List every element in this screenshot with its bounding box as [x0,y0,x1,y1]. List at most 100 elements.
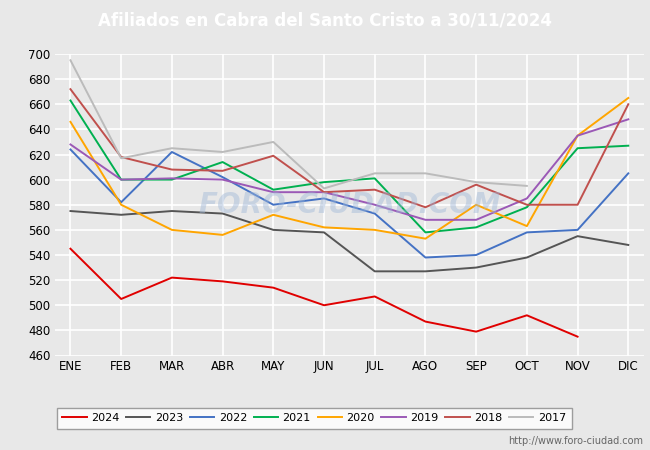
2021 [625,143,632,148]
2022 [66,147,74,152]
2018 [371,187,379,192]
2020 [218,232,226,238]
2021 [574,145,582,151]
2019 [66,142,74,147]
2021 [320,180,328,185]
2024 [523,313,531,318]
2022 [523,230,531,235]
2023 [371,269,379,274]
2020 [117,202,125,207]
2023 [625,242,632,248]
2021 [269,187,277,192]
2018 [117,154,125,160]
Legend: 2024, 2023, 2022, 2021, 2020, 2019, 2018, 2017: 2024, 2023, 2022, 2021, 2020, 2019, 2018… [57,408,571,429]
2023 [117,212,125,217]
Line: 2019: 2019 [70,119,629,220]
2020 [168,227,176,233]
2020 [320,225,328,230]
Line: 2024: 2024 [70,249,578,337]
2019 [168,176,176,181]
Line: 2020: 2020 [70,98,629,239]
2018 [66,86,74,92]
2019 [523,196,531,201]
2018 [473,182,480,187]
2024 [574,334,582,339]
2019 [218,177,226,182]
2017 [320,186,328,191]
2019 [269,189,277,195]
2022 [473,252,480,258]
Line: 2017: 2017 [70,60,527,189]
2023 [422,269,430,274]
2022 [625,171,632,176]
2019 [117,177,125,182]
2017 [117,156,125,161]
2021 [422,230,430,235]
2023 [218,211,226,216]
2019 [574,133,582,138]
2022 [168,149,176,155]
2018 [422,205,430,210]
2024 [117,296,125,302]
2020 [473,202,480,207]
2018 [269,153,277,158]
2018 [625,102,632,107]
2020 [371,227,379,233]
2019 [625,117,632,122]
2021 [66,98,74,103]
Line: 2021: 2021 [70,100,629,232]
2017 [473,180,480,185]
2021 [473,225,480,230]
2019 [320,189,328,195]
Text: http://www.foro-ciudad.com: http://www.foro-ciudad.com [508,436,644,446]
2017 [269,139,277,144]
2024 [473,329,480,334]
2022 [422,255,430,260]
2022 [218,175,226,180]
2023 [523,255,531,260]
2017 [168,145,176,151]
2018 [523,202,531,207]
2023 [574,234,582,239]
2022 [371,211,379,216]
2023 [269,227,277,233]
2020 [625,95,632,101]
2023 [66,208,74,214]
2019 [473,217,480,222]
2022 [320,196,328,201]
2023 [168,208,176,214]
2020 [523,223,531,229]
2020 [66,119,74,125]
2017 [66,58,74,63]
2018 [574,202,582,207]
2017 [523,183,531,189]
Line: 2022: 2022 [70,149,629,257]
2018 [168,167,176,172]
2019 [371,202,379,207]
2024 [269,285,277,290]
2020 [574,133,582,138]
2024 [422,319,430,324]
2022 [269,202,277,207]
2017 [218,149,226,155]
2020 [422,236,430,241]
Text: FORO-CIUDAD.COM: FORO-CIUDAD.COM [198,191,500,219]
2023 [320,230,328,235]
2022 [574,227,582,233]
2018 [218,168,226,174]
2024 [320,302,328,308]
Line: 2023: 2023 [70,211,629,271]
2021 [168,177,176,182]
2018 [320,189,328,195]
2024 [168,275,176,280]
2017 [371,171,379,176]
Line: 2018: 2018 [70,89,629,207]
2021 [117,177,125,182]
2021 [218,159,226,165]
2024 [66,246,74,252]
2020 [269,212,277,217]
2023 [473,265,480,270]
2022 [117,199,125,205]
2024 [371,294,379,299]
2021 [371,176,379,181]
